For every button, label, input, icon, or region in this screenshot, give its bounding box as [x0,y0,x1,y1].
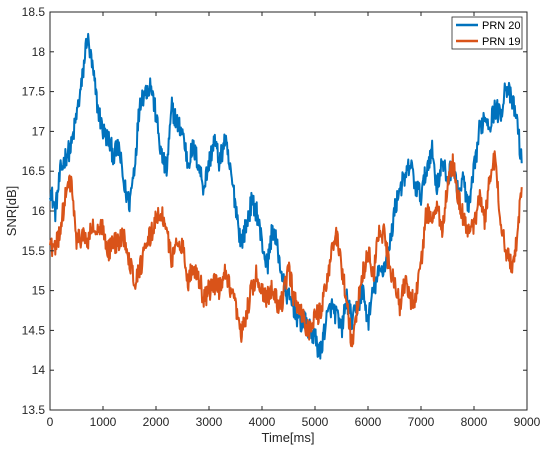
y-tick-label: 15 [32,284,46,298]
series-layer [49,32,523,360]
y-tick-label: 16 [32,204,46,218]
x-tick-label: 1000 [90,415,117,429]
x-tick-label: 5000 [302,415,329,429]
y-tick-label: 18 [32,45,46,59]
x-tick-label: 2000 [143,415,170,429]
x-tick-label: 7000 [408,415,435,429]
y-tick-label: 13.5 [22,403,46,417]
y-axis-label: SNR[dB] [4,186,19,237]
x-tick-label: 6000 [355,415,382,429]
legend-box [451,16,523,50]
y-tick-label: 17.5 [22,85,46,99]
y-tick-label: 14 [32,363,46,377]
legend-label-prn-19: PRN 19 [482,36,521,48]
y-tick-label: 14.5 [22,323,46,337]
plot-area [49,11,528,411]
x-tick-label: 0 [47,415,54,429]
y-tick-label: 18.5 [22,5,46,19]
y-tick-label: 15.5 [22,244,46,258]
x-tick-label: 9000 [514,415,541,429]
legend: PRN 20 PRN 19 [451,16,523,50]
series-line-prn-19 [49,150,523,348]
series-line-prn-20 [49,32,523,360]
x-tick-label: 4000 [249,415,276,429]
y-tick-label: 16.5 [22,164,46,178]
x-axis-label: Time[ms] [262,430,315,445]
x-tick-label: 3000 [196,415,223,429]
axes-layer: 0 1000 2000 3000 4000 5000 6000 7000 8000 9000 13.… [22,5,541,429]
x-tick-label: 8000 [461,415,488,429]
y-tick-label: 17 [32,124,46,138]
legend-label-prn-20: PRN 20 [482,20,521,32]
